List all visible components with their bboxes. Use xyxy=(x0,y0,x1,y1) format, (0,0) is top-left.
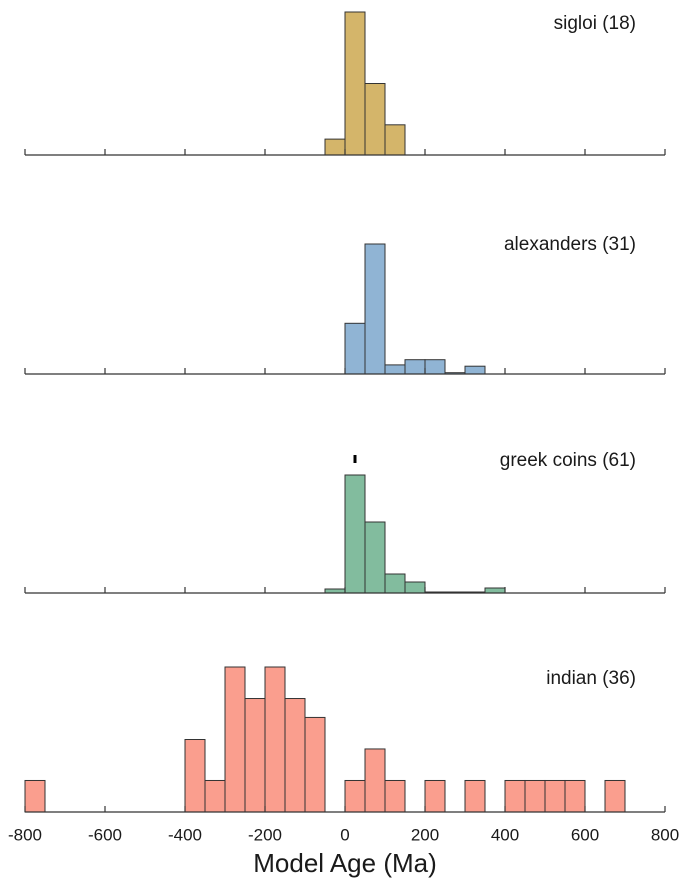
histogram-bar-3-1 xyxy=(184,739,206,813)
histogram-bar-3-4 xyxy=(244,698,266,813)
histogram-bar-1-0 xyxy=(344,322,366,375)
histogram-bar-3-3 xyxy=(224,666,246,813)
histogram-bar-3-14 xyxy=(504,779,526,813)
x-tick-label-7: 600 xyxy=(571,825,599,844)
x-tick-label-8: 800 xyxy=(651,825,679,844)
histogram-bar-3-13 xyxy=(464,779,486,813)
histogram-bar-3-18 xyxy=(604,779,626,813)
histogram-bar-3-17 xyxy=(564,779,586,813)
histogram-bar-2-8 xyxy=(484,587,506,594)
histogram-bar-2-2 xyxy=(364,521,386,594)
histogram-bar-1-3 xyxy=(404,359,426,375)
histogram-bar-3-11 xyxy=(384,779,406,813)
x-tick-label-3: -200 xyxy=(248,825,282,844)
histogram-bar-1-4 xyxy=(424,359,446,375)
histogram-bar-0-2 xyxy=(364,83,386,156)
panel-label-3: indian (36) xyxy=(546,668,636,689)
x-tick-label-6: 400 xyxy=(491,825,519,844)
histogram-bar-3-0 xyxy=(24,779,46,813)
histogram-bar-3-10 xyxy=(364,748,386,813)
histogram-bar-3-12 xyxy=(424,779,446,813)
histogram-bar-1-2 xyxy=(384,364,406,375)
panel-label-1: alexanders (31) xyxy=(504,234,636,255)
histogram-bar-3-7 xyxy=(304,716,326,813)
x-tick-label-5: 200 xyxy=(411,825,439,844)
x-tick-label-0: -800 xyxy=(8,825,42,844)
histogram-bar-3-9 xyxy=(344,779,366,813)
histogram-bar-1-6 xyxy=(464,365,486,375)
histogram-bar-2-1 xyxy=(344,474,366,594)
x-tick-label-2: -400 xyxy=(168,825,202,844)
panel-label-0: sigloi (18) xyxy=(554,13,636,34)
x-tick-label-4: 0 xyxy=(340,825,349,844)
histogram-bar-3-2 xyxy=(204,779,226,813)
x-tick-label-1: -600 xyxy=(88,825,122,844)
histogram-bar-2-4 xyxy=(404,581,426,594)
panel-label-2: greek coins (61) xyxy=(500,450,636,471)
histogram-bar-0-3 xyxy=(384,124,406,156)
panel-marker-2 xyxy=(353,455,357,463)
x-axis-label: Model Age (Ma) xyxy=(253,848,437,878)
histogram-bar-0-1 xyxy=(344,11,366,156)
histogram-bar-2-3 xyxy=(384,573,406,594)
histogram-bar-1-1 xyxy=(364,243,386,375)
histogram-bar-3-16 xyxy=(544,779,566,813)
histogram-bar-3-15 xyxy=(524,779,546,813)
histogram-bar-0-0 xyxy=(324,138,346,156)
histogram-bar-3-5 xyxy=(264,666,286,813)
histogram-bar-3-6 xyxy=(284,698,306,813)
